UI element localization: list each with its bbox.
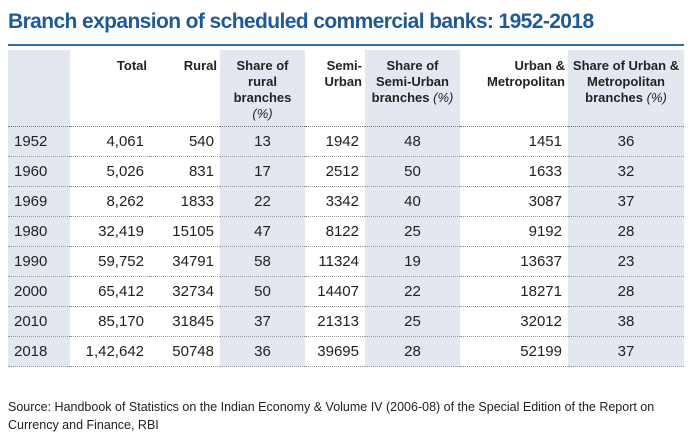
value-cell: 32,419: [70, 216, 150, 247]
value-cell: 39695: [305, 336, 365, 367]
value-cell: 36: [568, 126, 684, 157]
value-cell: 50: [365, 156, 460, 187]
header-cell: [8, 50, 70, 127]
value-cell: 28: [365, 336, 460, 367]
value-cell: 2512: [305, 156, 365, 187]
header-text: Semi-Urban: [324, 58, 362, 89]
value-cell: 4,061: [70, 126, 150, 157]
header-cell: Share of Urban & Metropolitan branches (…: [568, 50, 684, 127]
value-cell: 9192: [460, 216, 568, 247]
header-text: Total: [116, 58, 147, 73]
title: Branch expansion of scheduled commercial…: [8, 10, 594, 33]
header-text: Share of rural branches: [233, 58, 292, 105]
table-row: 2000 65,412 32734 50 14407 22 18271 28: [8, 276, 684, 307]
year-cell: 1960: [8, 156, 70, 187]
value-cell: 37: [220, 306, 305, 337]
value-cell: 21313: [305, 306, 365, 337]
year-cell: 1990: [8, 246, 70, 277]
value-cell: 14407: [305, 276, 365, 307]
value-cell: 58: [220, 246, 305, 277]
value-cell: 32: [568, 156, 684, 187]
value-cell: 37: [568, 186, 684, 217]
value-cell: 37: [568, 336, 684, 367]
value-cell: 50748: [150, 336, 220, 367]
value-cell: 13637: [460, 246, 568, 277]
value-cell: 18271: [460, 276, 568, 307]
value-cell: 23: [568, 246, 684, 277]
source-note: Source: Handbook of Statistics on the In…: [8, 400, 655, 432]
value-cell: 34791: [150, 246, 220, 277]
value-cell: 65,412: [70, 276, 150, 307]
value-cell: 48: [365, 126, 460, 157]
header-text: Share of Semi-Urban branches: [371, 58, 449, 105]
header-cell: Semi-Urban: [305, 50, 365, 127]
value-cell: 11324: [305, 246, 365, 277]
value-cell: 5,026: [70, 156, 150, 187]
value-cell: 17: [220, 156, 305, 187]
value-cell: 40: [365, 186, 460, 217]
value-cell: 59,752: [70, 246, 150, 277]
value-cell: 1833: [150, 186, 220, 217]
branch-table: Total Rural Share of rural branches (%) Sem…: [8, 50, 684, 367]
header-cell: Urban & Metropolitan: [460, 50, 568, 127]
value-cell: 32734: [150, 276, 220, 307]
table-row: 2018 1,42,642 50748 36 39695 28 52199 37: [8, 336, 684, 367]
year-cell: 1952: [8, 126, 70, 157]
value-cell: 32012: [460, 306, 568, 337]
year-cell: 2010: [8, 306, 70, 337]
value-cell: 50: [220, 276, 305, 307]
value-cell: 3342: [305, 186, 365, 217]
header-cell: Share of rural branches (%): [220, 50, 305, 127]
year-cell: 1980: [8, 216, 70, 247]
value-cell: 85,170: [70, 306, 150, 337]
value-cell: 28: [568, 216, 684, 247]
value-cell: 22: [365, 276, 460, 307]
header-cell: Total: [70, 50, 150, 127]
value-cell: 28: [568, 276, 684, 307]
value-cell: 38: [568, 306, 684, 337]
table-row: 2010 85,170 31845 37 21313 25 32012 38: [8, 306, 684, 337]
value-cell: 3087: [460, 186, 568, 217]
value-cell: 22: [220, 186, 305, 217]
table-row: 1990 59,752 34791 58 11324 19 13637 23: [8, 246, 684, 277]
value-cell: 13: [220, 126, 305, 157]
table-row: 1980 32,419 15105 47 8122 25 9192 28: [8, 216, 684, 247]
header-cell: Rural: [150, 50, 220, 127]
value-cell: 8,262: [70, 186, 150, 217]
value-cell: 1633: [460, 156, 568, 187]
value-cell: 25: [365, 306, 460, 337]
year-cell: 2018: [8, 336, 70, 367]
header-text: Rural: [183, 58, 217, 73]
table-row: 1960 5,026 831 17 2512 50 1633 32: [8, 156, 684, 187]
value-cell: 540: [150, 126, 220, 157]
value-cell: 52199: [460, 336, 568, 367]
header-unit: (%): [646, 90, 667, 105]
table-row: 1969 8,262 1833 22 3342 40 3087 37: [8, 186, 684, 217]
value-cell: 1942: [305, 126, 365, 157]
value-cell: 25: [365, 216, 460, 247]
table-body: 1952 4,061 540 13 1942 48 1451 36 1960 5,026 831 17…: [8, 126, 684, 367]
value-cell: 831: [150, 156, 220, 187]
header-text: Urban & Metropolitan: [487, 58, 565, 89]
year-cell: 1969: [8, 186, 70, 217]
value-cell: 36: [220, 336, 305, 367]
header-unit: (%): [433, 90, 454, 105]
value-cell: 1,42,642: [70, 336, 150, 367]
title-rule: [8, 44, 684, 46]
value-cell: 15105: [150, 216, 220, 247]
value-cell: 47: [220, 216, 305, 247]
value-cell: 8122: [305, 216, 365, 247]
table-row: 1952 4,061 540 13 1942 48 1451 36: [8, 126, 684, 157]
header-unit: (%): [252, 106, 273, 121]
header-cell: Share of Semi-Urban branches (%): [365, 50, 460, 127]
value-cell: 19: [365, 246, 460, 277]
year-cell: 2000: [8, 276, 70, 307]
value-cell: 31845: [150, 306, 220, 337]
header-text: Share of Urban & Metropolitan branches: [572, 58, 680, 105]
header-row: Total Rural Share of rural branches (%) Sem…: [8, 50, 684, 127]
value-cell: 1451: [460, 126, 568, 157]
